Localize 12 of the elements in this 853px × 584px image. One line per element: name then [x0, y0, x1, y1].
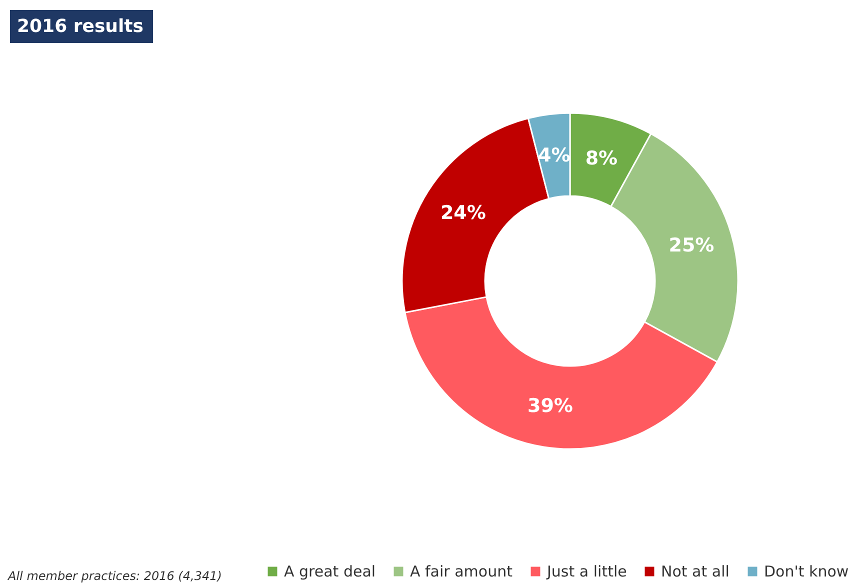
text: All member practices: 2016 (4,341) [7, 569, 222, 583]
legend-label: A fair amount [410, 562, 513, 581]
data-label: 8% [585, 147, 618, 170]
legend-label: Just a little [546, 562, 627, 581]
data-label: 4% [538, 144, 570, 166]
data-label: 25% [668, 234, 714, 257]
legend-label: Not at all [661, 562, 730, 581]
data-label: 39% [527, 394, 573, 417]
text: 2016 results [17, 16, 144, 37]
legend-label: A great deal [284, 562, 376, 581]
data-label: 24% [440, 202, 486, 224]
legend-label: Don't know [764, 562, 849, 581]
